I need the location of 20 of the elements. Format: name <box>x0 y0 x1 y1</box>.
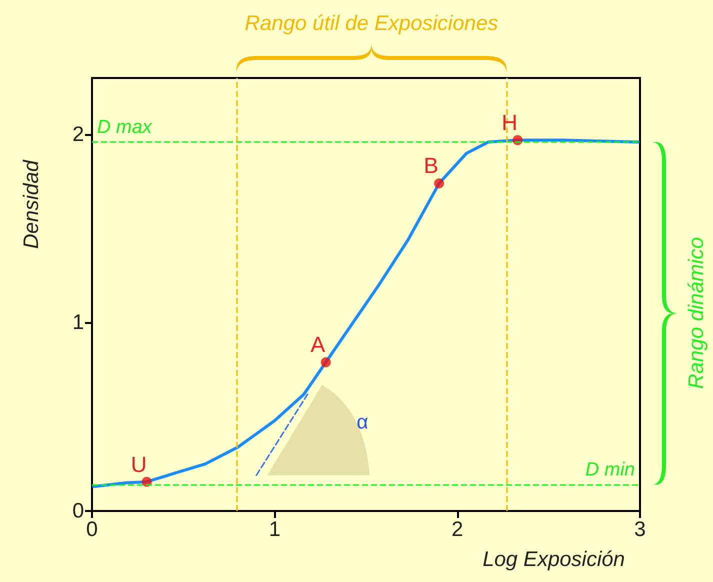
x-tick-label: 3 <box>634 518 646 541</box>
annotation: A <box>310 332 326 358</box>
y-tick-label: 1 <box>72 311 84 334</box>
y-tick-label: 2 <box>72 122 84 146</box>
annotation: B <box>424 154 438 180</box>
text: Rango dinámico <box>685 237 709 390</box>
annotation: U <box>130 452 147 478</box>
ref-line-label: D min <box>585 460 635 481</box>
y-axis-title: Densidad <box>20 158 43 249</box>
annotation: H <box>502 110 518 136</box>
point <box>434 178 444 188</box>
x-tick-label: 1 <box>268 518 281 541</box>
x-axis-title: Log Exposición <box>482 548 625 571</box>
x-tick-label: 2 <box>451 518 464 541</box>
text: Rango útil de Exposiciones <box>244 12 498 36</box>
x-tick-label: 0 <box>86 518 98 541</box>
y-tick-label: 0 <box>72 500 84 522</box>
ref-line-label: D max <box>97 117 154 138</box>
annotation: α <box>356 411 368 434</box>
point <box>320 357 331 368</box>
